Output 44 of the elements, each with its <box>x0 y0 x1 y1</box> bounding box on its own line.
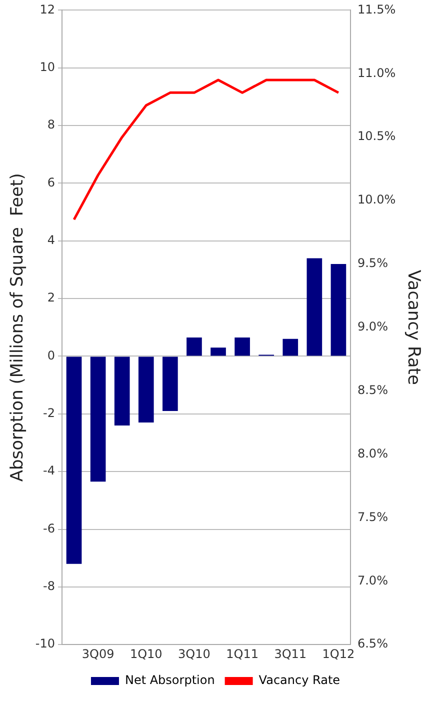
x-tick-label: 3Q10 <box>178 646 210 661</box>
y-tick-label: 10 <box>40 60 55 74</box>
y-tick-label: -10 <box>35 636 55 651</box>
y-tick-label: 8 <box>47 118 55 132</box>
bar <box>162 356 178 412</box>
bar <box>114 356 130 426</box>
bar <box>186 337 202 356</box>
y-axis-title: Absorption (Millions of Square Feet) <box>8 173 28 482</box>
y-tick-label: 6 <box>47 175 55 190</box>
y2-tick-label: 8.5% <box>357 382 388 397</box>
y2-tick-label: 6.5% <box>357 636 388 651</box>
x-tick-label: 1Q11 <box>226 646 258 661</box>
y2-tick-label: 7.0% <box>357 573 388 588</box>
legend-label: Net Absorption <box>124 673 215 688</box>
y2-tick-label: 9.5% <box>357 256 388 270</box>
x-tick-label: 3Q09 <box>82 646 114 661</box>
bar <box>138 356 154 423</box>
y-tick-label: -6 <box>43 521 55 536</box>
y2-tick-label: 11.0% <box>357 66 396 80</box>
bar <box>330 264 346 356</box>
y-tick-label: -2 <box>43 406 55 420</box>
y2-tick-label: 7.5% <box>357 510 388 524</box>
y-tick-label: 2 <box>47 290 55 305</box>
y2-tick-label: 8.0% <box>357 446 388 460</box>
x-tick-label: 1Q12 <box>322 646 355 661</box>
bar <box>306 258 322 356</box>
y-tick-label: 4 <box>47 233 55 248</box>
bar <box>90 356 106 482</box>
bar <box>210 348 226 356</box>
y2-axis-title: Vacancy Rate <box>403 270 424 385</box>
y2-tick-label: 10.0% <box>357 192 396 207</box>
y2-tick-label: 11.5% <box>357 2 396 16</box>
bar <box>66 356 82 564</box>
bar <box>234 337 250 356</box>
y-tick-label: -4 <box>43 464 55 478</box>
y2-tick-label: 10.5% <box>357 129 396 144</box>
bar <box>282 338 298 356</box>
x-tick-label: 3Q11 <box>274 646 307 661</box>
y-tick-label: 0 <box>47 348 55 362</box>
y-tick-label: -8 <box>43 579 55 594</box>
y-tick-label: 12 <box>40 2 55 16</box>
y2-tick-label: 9.0% <box>357 320 388 334</box>
legend-label: Vacancy Rate <box>258 673 340 688</box>
x-tick-label: 1Q10 <box>130 646 162 661</box>
